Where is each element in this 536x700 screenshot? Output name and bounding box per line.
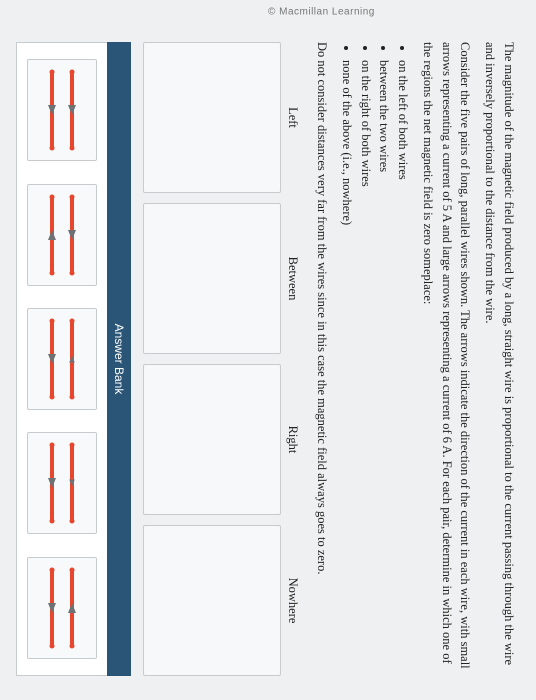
list-item: on the right of both wires [356, 60, 375, 676]
zone-right: Right [144, 364, 301, 515]
copyright-watermark: © Macmillan Learning [268, 7, 375, 18]
paragraph-1: The magnitude of the magnetic field prod… [481, 42, 519, 676]
wire-pair-tile-5[interactable] [28, 557, 98, 659]
page-rotated-container: © Macmillan Learning The magnitude of th… [0, 0, 536, 700]
wire-pair-icon [29, 558, 97, 658]
list-item: none of the above (i.e., nowhere) [337, 60, 356, 676]
answer-bank: Answer Bank [17, 0, 144, 700]
paragraph-2: Consider the five pairs of long, paralle… [418, 42, 474, 676]
wire-pair-icon [29, 60, 97, 160]
dropbox-right[interactable] [144, 364, 282, 515]
wire-pair-icon [29, 309, 97, 409]
paragraph-3: Do not consider distances very far from … [313, 42, 332, 676]
wire-pair-tile-2[interactable] [28, 184, 98, 286]
wire-pair-tile-3[interactable] [28, 308, 98, 410]
dropbox-nowhere[interactable] [144, 525, 282, 676]
zone-between: Between [144, 203, 301, 354]
zone-label-nowhere: Nowhere [286, 525, 301, 676]
options-list: on the left of both wires between the tw… [337, 42, 412, 676]
list-item: on the left of both wires [394, 60, 413, 676]
zone-label-right: Right [286, 364, 301, 515]
answer-bank-header: Answer Bank [108, 42, 132, 676]
drop-zones-row: Left Between Right Nowhere [144, 0, 307, 700]
wire-pair-icon [29, 185, 97, 285]
dropbox-between[interactable] [144, 203, 282, 354]
dropbox-left[interactable] [144, 42, 282, 193]
list-item: between the two wires [375, 60, 394, 676]
zone-label-between: Between [286, 203, 301, 354]
question-text: The magnitude of the magnetic field prod… [307, 0, 536, 700]
zone-left: Left [144, 42, 301, 193]
wire-pair-icon [29, 433, 97, 533]
wire-pair-tile-1[interactable] [28, 59, 98, 161]
zone-nowhere: Nowhere [144, 525, 301, 676]
answer-bank-body [17, 42, 108, 676]
wire-pair-tile-4[interactable] [28, 432, 98, 534]
zone-label-left: Left [286, 42, 301, 193]
